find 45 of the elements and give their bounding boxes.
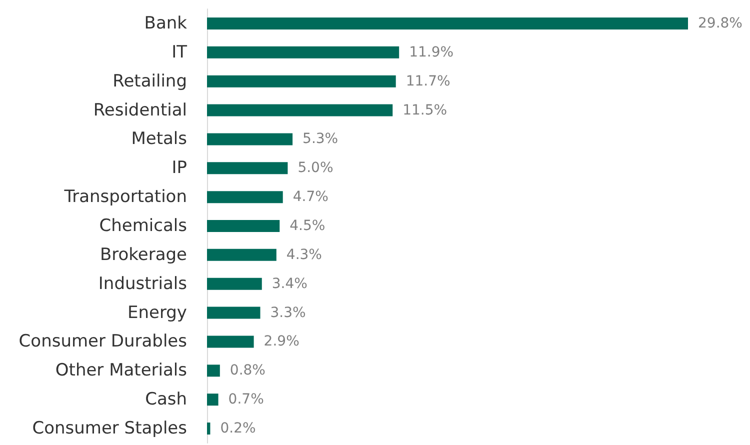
bar xyxy=(207,104,393,116)
data-label: 3.3% xyxy=(270,304,306,321)
data-label: 29.8% xyxy=(698,15,742,32)
y-tick-label: Chemicals xyxy=(99,216,188,236)
data-label: 0.2% xyxy=(220,420,256,437)
y-tick-label: IP xyxy=(172,158,187,178)
bar xyxy=(207,364,220,377)
y-tick-label: Bank xyxy=(144,13,188,34)
data-label: 11.9% xyxy=(409,44,454,60)
bar xyxy=(207,133,293,146)
data-label: 3.4% xyxy=(272,276,308,292)
bar xyxy=(207,278,262,290)
bar xyxy=(207,162,288,174)
data-label: 11.7% xyxy=(406,73,450,90)
y-tick-label: IT xyxy=(172,42,188,62)
bar xyxy=(207,248,276,261)
data-label: 2.9% xyxy=(264,334,300,350)
y-tick-label: Energy xyxy=(127,302,187,323)
y-tick-label: Consumer Durables xyxy=(18,332,188,352)
data-label: 0.8% xyxy=(230,362,266,379)
y-tick-label: Transportation xyxy=(63,187,187,208)
data-label: 0.7% xyxy=(228,392,264,408)
y-tick-label: Cash xyxy=(145,390,187,410)
data-label: 4.7% xyxy=(292,189,328,206)
bar xyxy=(207,220,280,232)
data-label: 11.5% xyxy=(402,102,448,118)
data-label: 4.3% xyxy=(286,246,322,263)
y-tick-label: Retailing xyxy=(112,71,187,92)
bar xyxy=(207,306,260,319)
bar xyxy=(207,191,283,204)
bar xyxy=(207,394,218,406)
bar xyxy=(207,75,396,88)
data-label: 4.5% xyxy=(290,218,326,234)
y-tick-label: Metals xyxy=(131,129,188,150)
bar xyxy=(207,336,254,348)
data-label: 5.0% xyxy=(298,160,334,176)
bar xyxy=(207,46,400,58)
bar xyxy=(207,422,210,435)
bar xyxy=(207,17,688,30)
y-tick-label: Consumer Staples xyxy=(32,418,188,439)
data-label: 5.3% xyxy=(302,131,338,148)
y-tick-label: Brokerage xyxy=(100,244,187,265)
y-tick-label: Industrials xyxy=(98,274,188,294)
y-tick-label: Other Materials xyxy=(55,360,188,381)
y-tick-label: Residential xyxy=(93,100,187,120)
